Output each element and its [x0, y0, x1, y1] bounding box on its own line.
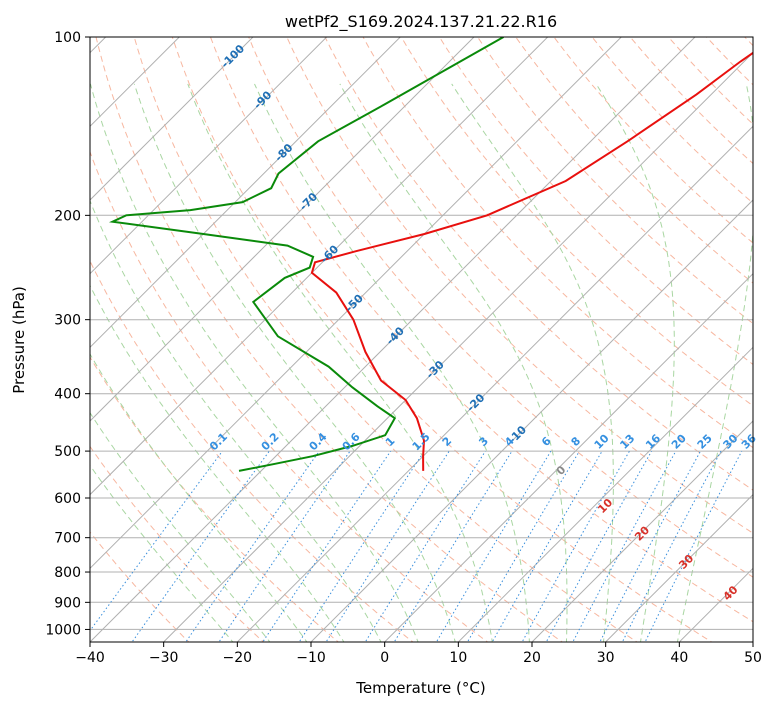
x-tick-label: 0 [380, 650, 389, 666]
y-tick-label: 700 [54, 531, 81, 547]
y-tick-label: 1000 [45, 622, 81, 638]
chart-title: wetPf2_S169.2024.137.21.22.R16 [285, 12, 557, 32]
x-tick-label: 50 [744, 650, 762, 666]
x-tick-label: −20 [223, 650, 253, 666]
y-tick-label: 800 [54, 565, 81, 581]
x-axis: −40 −30 −20 −10 0 10 20 30 40 50 [75, 642, 762, 666]
isotherm [751, 24, 775, 645]
x-axis-title: Temperature (°C) [355, 679, 485, 697]
plot-background [90, 37, 753, 642]
x-tick-label: 10 [449, 650, 467, 666]
y-tick-label: 400 [54, 387, 81, 403]
x-tick-label: −30 [149, 650, 179, 666]
x-tick-label: −40 [75, 650, 105, 666]
x-tick-label: 40 [670, 650, 688, 666]
x-tick-label: 30 [597, 650, 615, 666]
y-axis: 100 200 300 400 500 600 700 800 900 1000 [45, 30, 90, 638]
y-tick-label: 600 [54, 491, 81, 507]
y-tick-label: 500 [54, 444, 81, 460]
y-tick-label: 200 [54, 208, 81, 224]
x-tick-label: −10 [296, 650, 326, 666]
dry-adiabat [770, 24, 775, 645]
x-tick-label: 20 [523, 650, 541, 666]
y-tick-label: 300 [54, 313, 81, 329]
y-tick-label: 100 [54, 30, 81, 46]
y-tick-label: 900 [54, 595, 81, 611]
y-axis-title: Pressure (hPa) [10, 286, 28, 394]
